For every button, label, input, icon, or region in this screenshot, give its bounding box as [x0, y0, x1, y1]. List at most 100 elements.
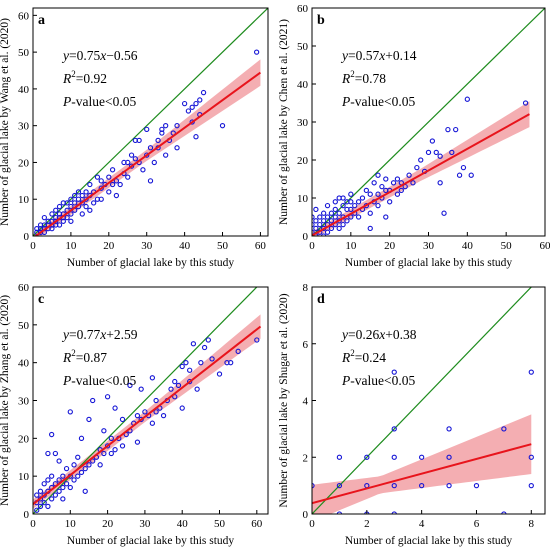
panel-b-point — [344, 218, 350, 224]
panel-b-point — [464, 96, 470, 102]
panel-c-point — [60, 484, 66, 491]
panel-b-point — [445, 126, 451, 133]
panel-c-point — [149, 420, 156, 426]
panel-c-x-tick-label: 60 — [251, 518, 263, 530]
panel-b-point — [332, 199, 338, 205]
panel-a-y-tick-label: 20 — [18, 157, 30, 169]
panel-b-p-value: P-value<0.05 — [341, 94, 415, 109]
panel-c-x-tick-label: 30 — [139, 518, 151, 530]
panel-c-point — [34, 507, 40, 513]
panel-a-point — [159, 126, 165, 133]
panel-b-point — [367, 225, 373, 232]
panel-a-point — [79, 192, 85, 199]
panel-d-plot-area — [312, 287, 534, 514]
panel-b-point — [383, 176, 389, 182]
panel-b-point — [340, 221, 346, 228]
panel-d-point — [364, 454, 370, 460]
panel-a-point — [72, 200, 78, 206]
panel-d-confidence-band — [312, 414, 532, 514]
panel-d-point — [391, 426, 397, 432]
panel-a-point — [163, 123, 169, 129]
panel-c-point — [41, 499, 47, 506]
panel-c-point — [45, 450, 51, 457]
panel-b-point — [324, 229, 331, 235]
panel-c-point — [172, 378, 178, 385]
panel-c-x-tick-label: 40 — [177, 518, 189, 530]
panel-d-point — [336, 482, 343, 489]
panel-b-point — [449, 149, 455, 156]
panel-c-point — [142, 409, 148, 415]
panel-c-regression-equation: y=0.77x+2.59 — [61, 327, 138, 342]
panel-c-point — [90, 397, 96, 404]
panel-b-point — [433, 149, 439, 156]
panel-c-point — [71, 477, 77, 483]
panel-a-y-tick-label: 50 — [18, 47, 30, 59]
panel-c-point — [75, 454, 81, 460]
panel-c-x-tick-label: 20 — [102, 518, 114, 530]
panel-d-x-tick-label: 2 — [364, 518, 370, 530]
panel-b-point — [383, 214, 389, 220]
panel-a-point — [147, 145, 154, 151]
panel-c-point — [82, 465, 88, 472]
panel-a-point — [113, 178, 120, 184]
panel-a-point — [53, 207, 59, 213]
panel-b-letter: b — [317, 13, 325, 28]
panel-c-point — [104, 443, 111, 449]
panel-b-point — [367, 191, 373, 197]
panel-a-point — [197, 97, 203, 103]
panel-d-point — [446, 426, 452, 432]
panel-c-point — [179, 405, 185, 411]
panel-c-point — [134, 439, 141, 445]
panel-a-y-tick-label: 10 — [18, 194, 30, 206]
panel-b-point — [355, 214, 362, 220]
panel-d-r-squared: R2=0.24 — [341, 348, 386, 365]
panel-b-confidence-band — [312, 101, 530, 236]
panel-b-point — [348, 206, 354, 213]
panel-c-y-tick-label: 50 — [18, 320, 30, 332]
panel-a-x-tick-label: 30 — [141, 240, 153, 252]
panel-c-point — [187, 367, 193, 373]
panel-b-point — [348, 191, 354, 197]
panel-d-x-tick-label: 0 — [309, 518, 315, 530]
panel-b-x-tick-label: 20 — [384, 240, 396, 252]
panel-c-letter: c — [38, 292, 44, 307]
panel-a-point — [98, 196, 104, 202]
panel-d-x-tick-label: 8 — [529, 518, 535, 530]
panel-b-point — [317, 214, 323, 220]
panel-a-confidence-band — [33, 59, 261, 236]
panel-b-point — [456, 172, 463, 178]
panel-d-p-value: P-value<0.05 — [341, 373, 415, 388]
panel-d-y-axis-label: Number of glacial lake by Shugar et al. … — [278, 293, 290, 507]
panel-d-point — [528, 369, 534, 375]
panel-c-point — [153, 397, 159, 404]
panel-c-point — [108, 450, 114, 457]
panel-a-point — [128, 163, 135, 169]
panel-a-point — [144, 126, 150, 133]
panel-b-point — [355, 199, 362, 205]
panel-a-point — [53, 218, 59, 224]
panel-c-point — [56, 458, 62, 464]
panel-a-point — [64, 200, 70, 206]
panel-c-point — [82, 488, 88, 494]
panel-d-letter: d — [317, 292, 325, 307]
panel-d-point — [473, 482, 480, 489]
panel-d-x-tick-label: 6 — [474, 518, 480, 530]
panel-a-plot-area — [33, 8, 268, 236]
panel-c-r-squared: R2=0.87 — [62, 348, 107, 365]
panel-b-point — [367, 210, 373, 216]
panel-b-point — [352, 202, 358, 209]
panel-c-point — [52, 492, 59, 498]
panel-d-point — [446, 482, 452, 489]
panel-c-point — [37, 503, 44, 510]
panel-a-point — [144, 152, 150, 158]
panel-a-point — [68, 196, 74, 202]
panel-d-y-tick-label: 4 — [303, 396, 309, 408]
panel-b-point — [453, 126, 459, 133]
panel-b-x-axis-label: Number of glacial lake by this study — [345, 257, 513, 269]
panel-c-point — [60, 496, 66, 502]
panel-b-point — [340, 202, 346, 209]
panel-a-point — [113, 192, 120, 199]
panel-c-point — [138, 416, 144, 423]
panel-a-point — [219, 123, 226, 129]
panel-c-point — [49, 473, 55, 479]
